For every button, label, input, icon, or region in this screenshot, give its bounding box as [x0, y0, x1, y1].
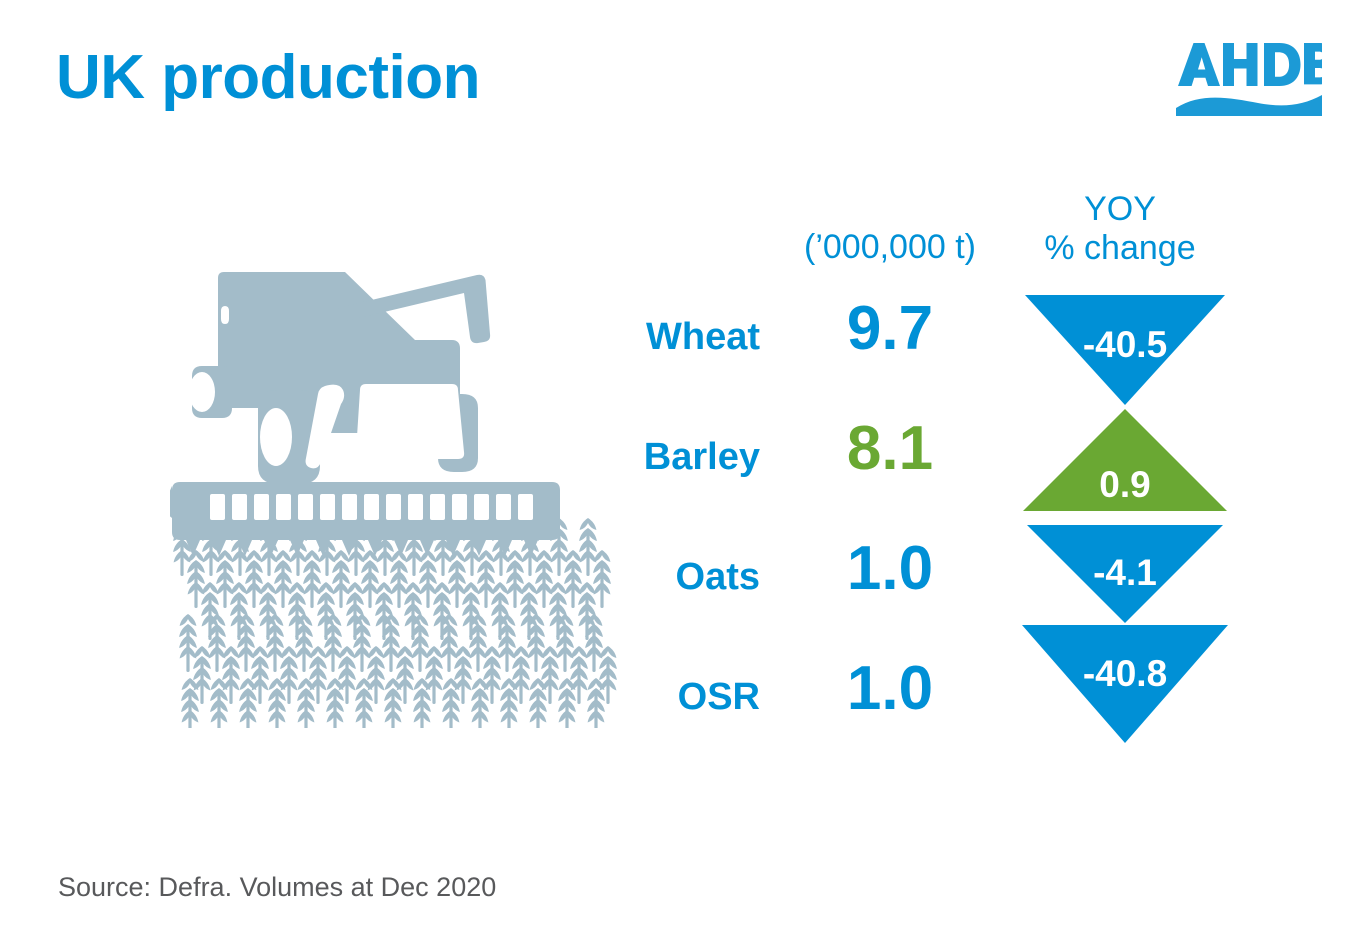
triangle-down-icon-wheat	[1020, 287, 1230, 407]
triangle-down-icon-oats	[1020, 519, 1230, 629]
triangle-up-icon-barley	[1020, 405, 1230, 517]
row-value-wheat: 9.7	[846, 294, 934, 363]
row-label-osr: OSR	[677, 676, 760, 718]
row-label-wheat: Wheat	[646, 316, 760, 358]
column-header-yoy-line1: YOY	[1084, 190, 1156, 228]
column-header-yoy: YOY % change	[1000, 190, 1240, 268]
ahdb-logo	[1176, 38, 1322, 120]
page-title: UK production	[56, 43, 481, 112]
combine-harvester-illustration	[170, 248, 620, 728]
production-data-table: (’000,000 t) YOY % change Wheat 9.7 -40.…	[620, 180, 1260, 760]
table-row: Wheat 9.7 -40.5	[620, 294, 1260, 418]
column-header-volume: (’000,000 t)	[804, 228, 976, 266]
column-header-yoy-line2: % change	[1044, 229, 1196, 268]
source-note: Source: Defra. Volumes at Dec 2020	[58, 872, 497, 902]
triangle-down-icon-osr	[1020, 619, 1230, 745]
row-value-oats: 1.0	[846, 534, 934, 603]
table-row: OSR 1.0 -40.8	[620, 625, 1260, 778]
row-label-barley: Barley	[643, 436, 760, 478]
row-label-oats: Oats	[675, 556, 760, 598]
row-value-barley: 8.1	[846, 414, 934, 483]
row-value-osr: 1.0	[846, 654, 934, 723]
